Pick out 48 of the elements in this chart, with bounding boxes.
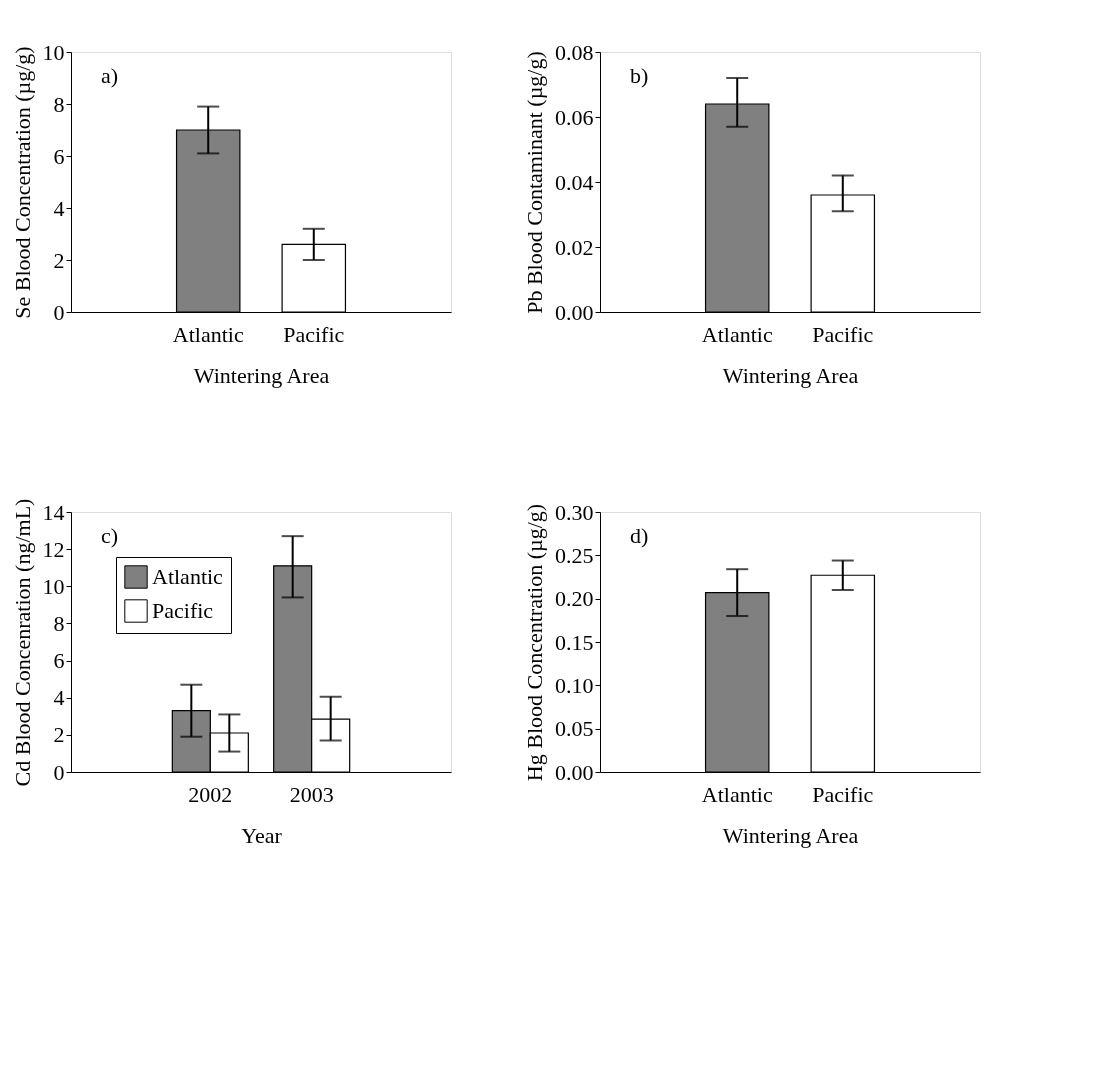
x-tick-label: 2003 <box>289 781 334 807</box>
legend-label: Atlantic <box>152 564 224 589</box>
legend-label: Pacific <box>152 598 214 623</box>
y-axis-title: Se Blood Concentration (µg/g) <box>9 46 35 319</box>
y-tick-label: 4 <box>53 685 65 711</box>
x-tick-label: Pacific <box>283 321 345 347</box>
y-tick-label: 0.04 <box>555 169 594 195</box>
x-tick-label: Atlantic <box>172 321 244 347</box>
annotation: a) <box>101 63 119 88</box>
y-axis-title: Hg Blood Concentration (µg/g) <box>522 503 547 782</box>
y-tick-label: 0.00 <box>555 299 594 325</box>
y-tick-label: 0 <box>53 759 65 785</box>
y-tick-label: 0.06 <box>555 104 594 130</box>
y-tick-label: 8 <box>53 610 65 636</box>
y-tick-label: 2 <box>53 247 65 273</box>
y-tick-label: 0.20 <box>555 586 594 612</box>
y-tick-label: 14 <box>42 499 65 525</box>
y-axis-title: Pb Blood Contaminant (µg/g) <box>522 51 547 314</box>
y-tick-label: 0.02 <box>555 234 594 260</box>
y-tick-label: 0.00 <box>555 759 594 785</box>
y-tick-label: 0.15 <box>555 629 594 655</box>
y-tick-label: 0.05 <box>555 716 594 742</box>
text: c) <box>101 523 119 548</box>
x-tick-label: 2002 <box>188 781 233 807</box>
x-tick-label: Pacific <box>812 781 874 807</box>
y-tick-label: 10 <box>42 39 65 65</box>
y-tick-label: 0.25 <box>555 542 594 568</box>
x-axis-title: Wintering Area <box>722 822 859 848</box>
x-tick-label: Pacific <box>812 321 874 347</box>
y-tick-label: 0 <box>53 299 65 325</box>
y-tick-label: 6 <box>53 648 65 674</box>
y-tick-label: 0.10 <box>555 672 594 698</box>
y-tick-label: 0.30 <box>555 499 594 525</box>
x-axis-title: Wintering Area <box>722 362 859 388</box>
x-axis-title: Year <box>241 822 283 848</box>
y-tick-label: 10 <box>42 573 65 599</box>
y-tick-label: 6 <box>53 143 65 169</box>
y-tick-label: 4 <box>53 195 65 221</box>
annotation: d) <box>630 523 649 548</box>
y-tick-label: 8 <box>53 91 65 117</box>
y-tick-label: 0.08 <box>555 39 594 65</box>
x-tick-label: Atlantic <box>701 781 773 807</box>
y-tick-label: 2 <box>53 722 65 748</box>
y-tick-label: 12 <box>42 536 65 562</box>
x-axis-title: Wintering Area <box>193 362 330 388</box>
annotation: b) <box>630 63 649 88</box>
x-tick-label: Atlantic <box>701 321 773 347</box>
y-axis-title: Cd Blood Concenration (ng/mL) <box>9 498 35 787</box>
